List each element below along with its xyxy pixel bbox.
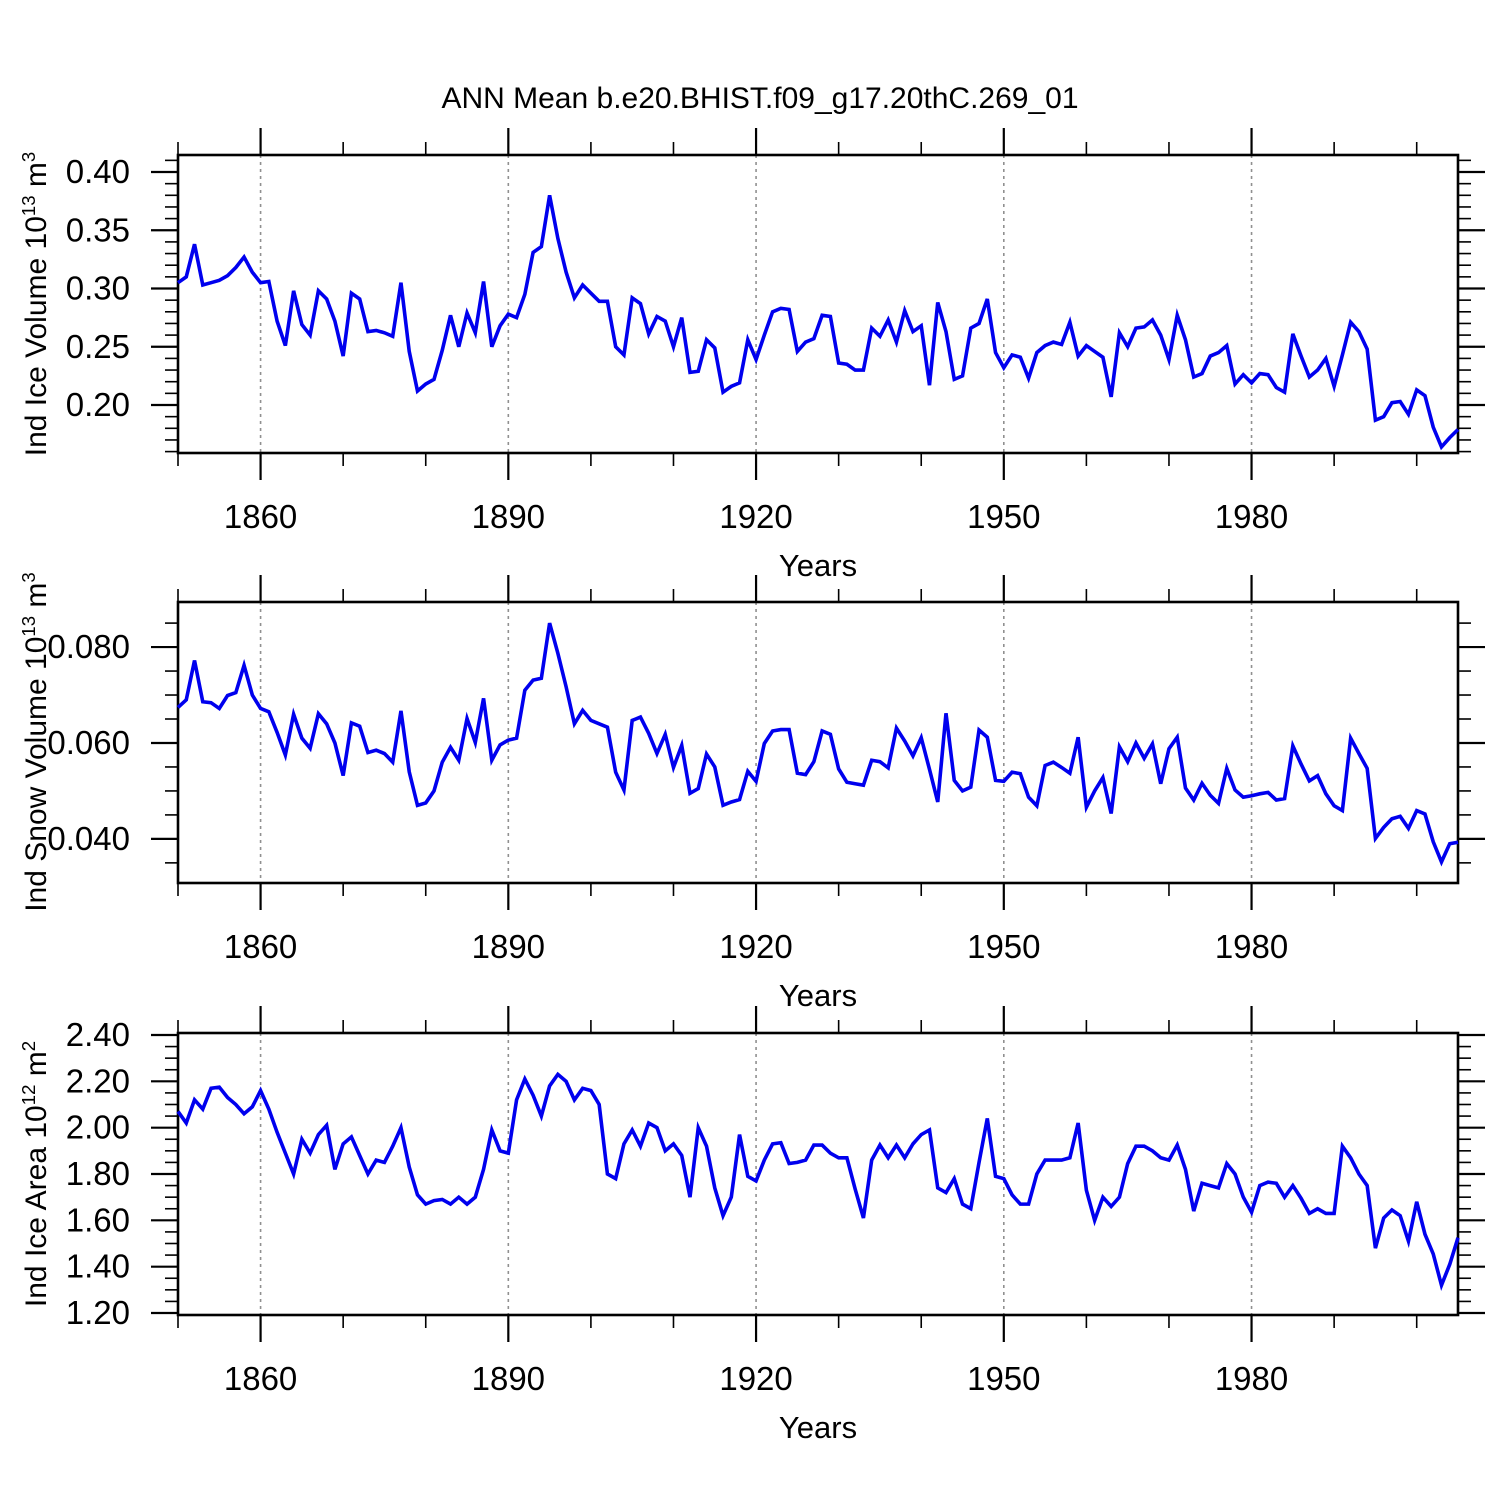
y-tick-label: 0.20 [66, 386, 130, 423]
x-tick-label: 1980 [1215, 1360, 1288, 1397]
x-tick-label: 1890 [472, 498, 545, 535]
panel-frame [176, 153, 1460, 455]
x-axis-title-panel1: Years [778, 548, 858, 583]
y-tick-label: 2.20 [66, 1062, 130, 1099]
ind-ice-area-line [176, 1071, 1460, 1291]
page-title: ANN Mean b.e20.BHIST.f09_g17.20thC.269_0… [441, 82, 1079, 115]
y-axis-title-ice-area: Ind Ice Area 1012 m2 [18, 1040, 53, 1308]
x-tick-label: 1950 [967, 1360, 1040, 1397]
y-tick-label: 2.00 [66, 1109, 130, 1146]
y-tick-label: 0.080 [47, 628, 130, 665]
x-tick-label: 1860 [224, 1360, 297, 1397]
y-tick-label: 0.35 [66, 211, 130, 248]
x-tick-label: 1860 [224, 498, 297, 535]
x-axis-title-panel2: Years [778, 978, 858, 1013]
y-tick-label: 1.40 [66, 1248, 130, 1285]
x-tick-label: 1950 [967, 928, 1040, 965]
y-tick-label: 0.30 [66, 270, 130, 307]
superscript: 12 [18, 1084, 39, 1106]
panel-frame [176, 600, 1460, 885]
y-tick-label: 1.20 [66, 1294, 130, 1331]
x-tick-label: 1860 [224, 928, 297, 965]
y-axis-title-snow-volume: Ind Snow Volume 1013 m3 [18, 572, 53, 912]
x-tick-label: 1920 [719, 928, 792, 965]
x-tick-label: 1980 [1215, 498, 1288, 535]
panel-ind-ice-volume: 1860 1890 1920 1950 1980 0.40 0.35 0.30 0.25 0.20 [66, 128, 1485, 535]
ind-ice-volume-line [176, 194, 1460, 451]
y-tick-label: 2.40 [66, 1016, 130, 1053]
y-tick-label: 1.80 [66, 1155, 130, 1192]
ind-snow-volume-line [176, 622, 1459, 867]
x-axis-title-panel3: Years [778, 1410, 858, 1445]
superscript: 2 [18, 1040, 39, 1052]
y-tick-label: 0.040 [47, 820, 130, 857]
y-tick-label: 0.25 [66, 328, 130, 365]
panel-ind-snow-volume: 1860 1890 1920 1950 1980 0.080 0.060 0.040 [47, 575, 1485, 965]
superscript: 3 [18, 151, 39, 163]
superscript: 13 [18, 195, 39, 217]
x-tick-label: 1950 [967, 498, 1040, 535]
x-tick-label: 1980 [1215, 928, 1288, 965]
y-tick-label: 1.60 [66, 1201, 130, 1238]
y-tick-label: 0.060 [47, 724, 130, 761]
x-tick-label: 1920 [719, 1360, 792, 1397]
panel-frame [176, 1031, 1460, 1317]
y-axis-title-ice-volume: Ind Ice Volume 1013 m3 [18, 151, 53, 457]
x-tick-label: 1890 [472, 928, 545, 965]
panel-ind-ice-area: 1860 1890 1920 1950 1980 2.40 2.20 2.00 1.80 1.60… [66, 1006, 1485, 1397]
x-tick-label: 1890 [472, 1360, 545, 1397]
superscript: 3 [18, 572, 39, 583]
x-tick-label: 1920 [719, 498, 792, 535]
y-tick-label: 0.40 [66, 153, 130, 190]
superscript: 13 [18, 615, 39, 637]
